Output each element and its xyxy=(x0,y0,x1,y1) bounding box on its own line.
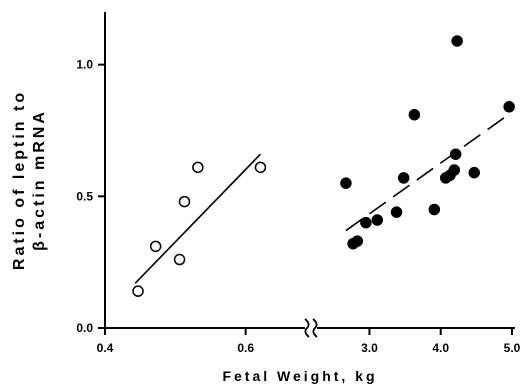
x-ticks: 0.4 0.6 3.0 4.0 5.0 xyxy=(97,328,521,355)
axis-break-mark-1 xyxy=(304,318,310,338)
open-point-5 xyxy=(192,161,204,174)
fit-line-low xyxy=(134,153,262,284)
filled-point-15 xyxy=(468,166,480,179)
data-points xyxy=(132,35,515,297)
y-tick-label: 1.0 xyxy=(76,58,93,72)
y-axis-title-line-1: Ratio of leptin to xyxy=(11,90,28,270)
filled-point-8 xyxy=(408,108,421,121)
y-ticks: 0.0 0.5 1.0 xyxy=(76,58,105,335)
x-tick-label: 3.0 xyxy=(361,341,378,355)
x-tick-label: 4.0 xyxy=(432,341,449,355)
filled-point-6 xyxy=(390,206,403,218)
y-tick-label: 0.0 xyxy=(76,321,93,335)
x-tick-label: 0.4 xyxy=(97,341,114,355)
filled-point-4 xyxy=(360,216,372,229)
filled-point-12 xyxy=(448,164,461,176)
fit-lines xyxy=(134,114,509,284)
open-point-1 xyxy=(132,285,144,297)
fit-line-high xyxy=(345,114,509,232)
y-axis-title-line-2: β-actin mRNA xyxy=(31,109,48,251)
filled-point-9 xyxy=(428,203,441,216)
filled-point-1 xyxy=(340,177,352,189)
y-tick-label: 0.5 xyxy=(76,189,93,203)
open-point-4 xyxy=(178,195,191,208)
filled-point-5 xyxy=(371,214,384,226)
y-axis-title: Ratio of leptin to β-actin mRNA xyxy=(11,90,48,270)
x-axis-title: Fetal Weight, kg xyxy=(222,368,377,384)
axis-break-marks xyxy=(304,318,318,338)
open-point-3 xyxy=(173,253,186,266)
x-axis-title-main: Fetal Weight, kg xyxy=(222,368,377,384)
filled-point-14 xyxy=(451,35,463,47)
open-point-6 xyxy=(254,161,267,174)
x-tick-label: 5.0 xyxy=(504,341,521,355)
filled-point-3 xyxy=(351,235,364,247)
open-point-2 xyxy=(149,240,162,253)
filled-point-16 xyxy=(503,101,515,113)
filled-point-7 xyxy=(397,172,410,184)
filled-point-13 xyxy=(449,148,462,160)
x-tick-label: 0.6 xyxy=(237,341,254,355)
axis-break-mark-2 xyxy=(312,318,318,338)
